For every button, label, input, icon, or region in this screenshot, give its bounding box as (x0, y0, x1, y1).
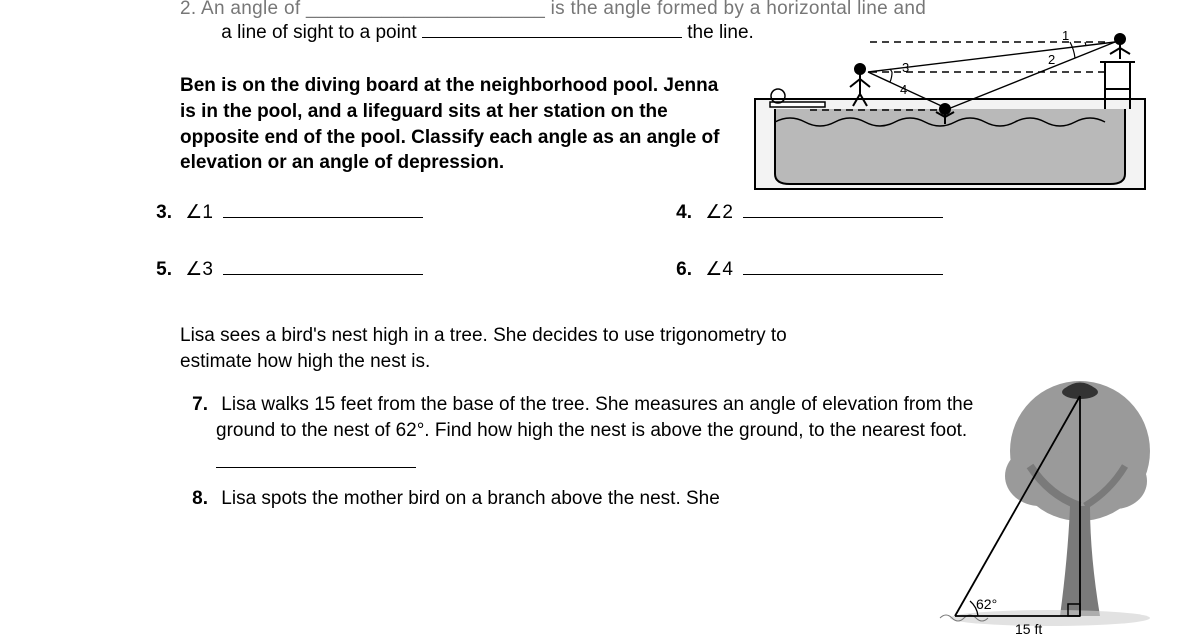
pool-diagram: 1 2 3 4 (750, 24, 1150, 194)
q8-num: 8. (180, 486, 208, 512)
q4-num: 4. (664, 200, 692, 226)
question-4: 4. ∠2 (700, 198, 1160, 226)
tree-angle-label: 62° (976, 596, 997, 612)
q3-num: 3. (144, 200, 172, 226)
question-6: 6. ∠4 (700, 255, 1160, 283)
scenario-ben: Ben is on the diving board at the neighb… (180, 73, 720, 176)
angle-questions: 3. ∠1 5. ∠3 4. ∠2 6. ∠4 (180, 198, 1160, 313)
angle-1-label: 1 (1062, 28, 1069, 43)
q5-blank[interactable] (223, 255, 423, 275)
angle-3-label: 3 (902, 60, 909, 75)
q2-text-a: a line of sight to a point (221, 22, 422, 43)
q5-num: 5. (144, 257, 172, 283)
q3-blank[interactable] (223, 198, 423, 218)
question-5: 5. ∠3 (180, 255, 640, 283)
q6-num: 6. (664, 257, 692, 283)
q6-label: ∠4 (705, 259, 733, 280)
tree-diagram: 62° 15 ft (930, 356, 1150, 636)
q7-num: 7. (180, 392, 208, 418)
question-3: 3. ∠1 (180, 198, 640, 226)
q7-blank[interactable] (216, 466, 416, 468)
q5-label: ∠3 (185, 259, 213, 280)
q4-label: ∠2 (705, 202, 733, 223)
q2-text-b: the line. (687, 22, 754, 43)
q2-blank[interactable] (422, 18, 682, 38)
q3-label: ∠1 (185, 202, 213, 223)
question-7: 7. Lisa walks 15 feet from the base of t… (180, 392, 976, 467)
q6-blank[interactable] (743, 255, 943, 275)
scenario-lisa: Lisa sees a bird's nest high in a tree. … (180, 323, 820, 374)
question-8: 8. Lisa spots the mother bird on a branc… (180, 486, 976, 512)
tree-base-label: 15 ft (1015, 621, 1042, 636)
angle-4-label: 4 (900, 82, 907, 97)
angle-2-label: 2 (1048, 52, 1055, 67)
q4-blank[interactable] (743, 198, 943, 218)
q7-text: Lisa walks 15 feet from the base of the … (216, 394, 973, 441)
q8-text: Lisa spots the mother bird on a branch a… (221, 488, 720, 509)
